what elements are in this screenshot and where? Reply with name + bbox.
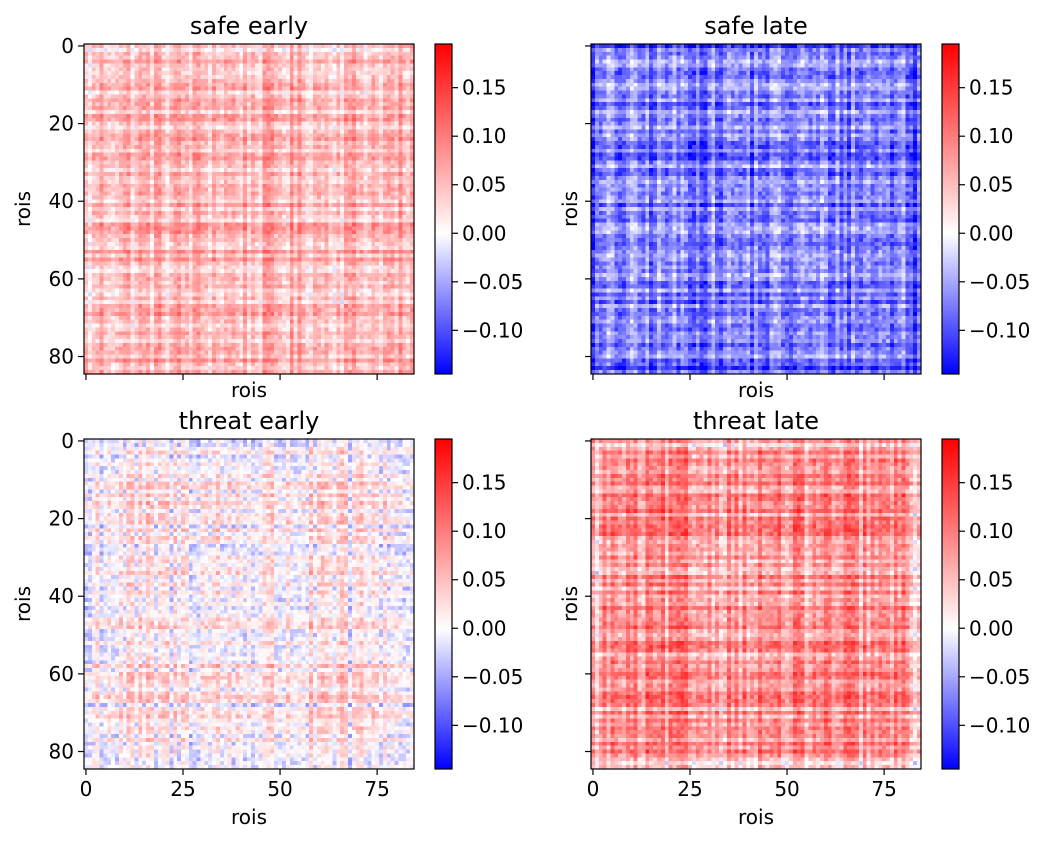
- panel-title: threat late: [693, 407, 819, 435]
- colorbar-tick-label: −0.05: [969, 270, 1030, 294]
- panel-title: safe early: [190, 12, 308, 40]
- y-axis-label: rois: [11, 191, 35, 227]
- colorbar-tick-label: 0.10: [969, 124, 1014, 148]
- colorbar-tick-label: 0.15: [969, 471, 1014, 495]
- x-axis-label: rois: [231, 378, 267, 402]
- colorbar-tick-label: 0.05: [969, 568, 1014, 592]
- panel-0: safe early 0 20 40 60 80 rois rois 0.15 0.10 0.05 0…: [11, 12, 523, 402]
- y-tick-label: 80: [49, 740, 74, 764]
- x-axis-label: rois: [231, 805, 267, 829]
- colorbar-tick-label: 0.00: [462, 616, 507, 640]
- axes-frame: [590, 43, 922, 375]
- y-tick-label: 60: [49, 662, 74, 686]
- colorbar-tick-label: −0.05: [462, 665, 523, 689]
- x-tick-label: 50: [774, 777, 799, 801]
- x-tick-label: 75: [871, 777, 896, 801]
- heatmap-matrix: [84, 439, 414, 769]
- colorbar: [435, 44, 452, 374]
- colorbar-tick-label: 0.05: [462, 173, 507, 197]
- colorbar-frame: [941, 438, 960, 770]
- y-axis-label: rois: [11, 586, 35, 622]
- axes-frame: [83, 43, 415, 375]
- colorbar-tick-label: 0.10: [969, 519, 1014, 543]
- colorbar-frame: [434, 438, 453, 770]
- colorbar-tick-label: 0.15: [462, 471, 507, 495]
- colorbar-tick-label: 0.00: [462, 221, 507, 245]
- x-axis-label: rois: [738, 378, 774, 402]
- x-tick-label: 50: [267, 777, 292, 801]
- y-tick-label: 0: [61, 429, 74, 453]
- colorbar-tick-label: −0.05: [462, 270, 523, 294]
- y-tick-label: 20: [49, 507, 74, 531]
- x-axis-label: rois: [738, 805, 774, 829]
- colorbar-tick-label: 0.10: [462, 519, 507, 543]
- y-tick-label: 40: [49, 189, 74, 213]
- colorbar-tick-label: 0.05: [462, 568, 507, 592]
- y-axis-label: rois: [558, 586, 582, 622]
- panel-title: threat early: [179, 407, 320, 435]
- axes-frame: [590, 438, 922, 770]
- colorbar-tick-label: 0.15: [969, 76, 1014, 100]
- y-tick-label: 0: [61, 34, 74, 58]
- colorbar-tick-label: −0.05: [969, 665, 1030, 689]
- y-axis-label: rois: [558, 191, 582, 227]
- x-tick-label: 75: [364, 777, 389, 801]
- y-tick-label: 60: [49, 267, 74, 291]
- colorbar: [942, 44, 959, 374]
- y-tick-label: 40: [49, 584, 74, 608]
- colorbar-tick-label: −0.10: [969, 713, 1030, 737]
- colorbar-tick-label: 0.00: [969, 221, 1014, 245]
- panel-3: threat late 0 25 50 75 rois rois 0.15 0.10 0.05 0.…: [558, 407, 1030, 829]
- colorbar-tick-label: 0.15: [462, 76, 507, 100]
- x-tick-label: 25: [677, 777, 702, 801]
- y-tick-label: 20: [49, 112, 74, 136]
- heatmap-matrix: [84, 44, 414, 374]
- y-tick-label: 80: [49, 345, 74, 369]
- colorbar-tick-label: −0.10: [462, 713, 523, 737]
- x-tick-label: 0: [80, 777, 93, 801]
- x-tick-label: 25: [170, 777, 195, 801]
- heatmap-matrix: [591, 44, 921, 374]
- colorbar: [435, 439, 452, 769]
- colorbar: [942, 439, 959, 769]
- colorbar-tick-label: 0.05: [969, 173, 1014, 197]
- colorbar-frame: [434, 43, 453, 375]
- axes-frame: [83, 438, 415, 770]
- colorbar-frame: [941, 43, 960, 375]
- panel-title: safe late: [704, 12, 808, 40]
- colorbar-tick-label: 0.00: [969, 616, 1014, 640]
- colorbar-tick-label: −0.10: [462, 318, 523, 342]
- x-tick-label: 0: [587, 777, 600, 801]
- panel-1: safe late rois rois 0.15 0.10 0.05 0.00 −0.05 −0…: [558, 12, 1030, 402]
- heatmap-matrix: [591, 439, 921, 769]
- colorbar-tick-label: 0.10: [462, 124, 507, 148]
- colorbar-tick-label: −0.10: [969, 318, 1030, 342]
